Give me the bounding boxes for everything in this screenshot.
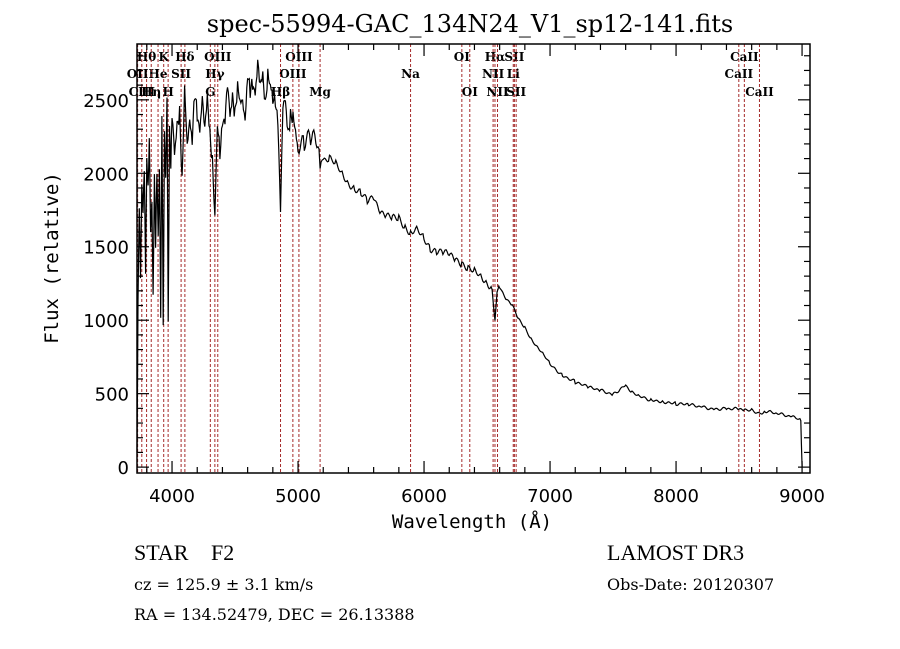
x-tick-label: 7000 — [527, 486, 573, 507]
survey-label: LAMOST DR3 — [607, 540, 744, 565]
coordinates-text: RA = 134.52479, DEC = 26.13388 — [134, 605, 415, 624]
x-tick-label: 9000 — [779, 486, 825, 507]
y-tick-label: 0 — [118, 458, 129, 479]
line-marker-label: OI — [462, 85, 478, 99]
y-tick-label: 1000 — [83, 311, 129, 332]
line-marker-label: G — [205, 85, 215, 99]
line-marker-label: OII — [127, 67, 149, 81]
y-axis: 0 500 1000 1500 2000 2500 — [83, 55, 810, 479]
redshift-text: cz = 125.9 ± 3.1 km/s — [134, 575, 313, 594]
line-marker-label: NII — [482, 67, 505, 81]
object-subclass: F2 — [211, 540, 234, 565]
obs-date: Obs-Date: 20120307 — [607, 575, 774, 594]
x-axis-label: Wavelength (Å) — [392, 510, 552, 533]
line-marker-label: Mg — [309, 85, 331, 99]
line-marker-label: He — [149, 67, 168, 81]
y-tick-label: 500 — [95, 385, 129, 406]
line-marker-label: Na — [401, 67, 420, 81]
line-marker-label: SII — [504, 50, 524, 64]
x-tick-label: 8000 — [653, 486, 699, 507]
line-marker-label: Hβ — [271, 85, 290, 99]
line-marker-label: CaII — [725, 67, 754, 81]
x-tick-label: 5000 — [275, 486, 321, 507]
line-marker-label: Hδ — [175, 50, 194, 64]
x-tick-label: 6000 — [401, 486, 447, 507]
line-marker-label: Hη — [141, 85, 161, 99]
spectrum-line — [136, 59, 803, 468]
line-marker-label: Hα — [485, 50, 506, 64]
line-marker-label: Hγ — [205, 67, 224, 81]
line-marker-label: OIII — [279, 67, 307, 81]
line-marker-label: SII — [171, 67, 191, 81]
line-marker-label: Hθ — [137, 50, 156, 64]
line-marker-label: H — [162, 85, 173, 99]
x-tick-label: 4000 — [149, 486, 195, 507]
spectrum-series — [136, 59, 803, 468]
object-class: STAR — [134, 540, 189, 565]
line-marker-label: OI — [454, 50, 470, 64]
line-marker-label: Li — [507, 67, 520, 81]
y-tick-label: 2500 — [83, 91, 129, 112]
y-tick-label: 2000 — [83, 164, 129, 185]
line-marker-label: SII — [506, 85, 526, 99]
y-axis-label: Flux (relative) — [41, 172, 63, 344]
chart-title: spec-55994-GAC_134N24_V1_sp12-141.fits — [207, 10, 733, 38]
y-tick-label: 1500 — [83, 238, 129, 259]
line-marker-label: OIII — [285, 50, 313, 64]
line-marker-label: OIII — [204, 50, 232, 64]
line-marker-label: CIII — [129, 85, 156, 99]
line-marker-label: CaII — [745, 85, 774, 99]
x-axis: 4000 5000 6000 7000 8000 9000 — [146, 44, 825, 507]
plot-frame — [136, 43, 811, 474]
line-marker-label: CaII — [730, 50, 759, 64]
line-marker-label: NII — [486, 85, 509, 99]
line-marker-label: K — [158, 50, 169, 64]
